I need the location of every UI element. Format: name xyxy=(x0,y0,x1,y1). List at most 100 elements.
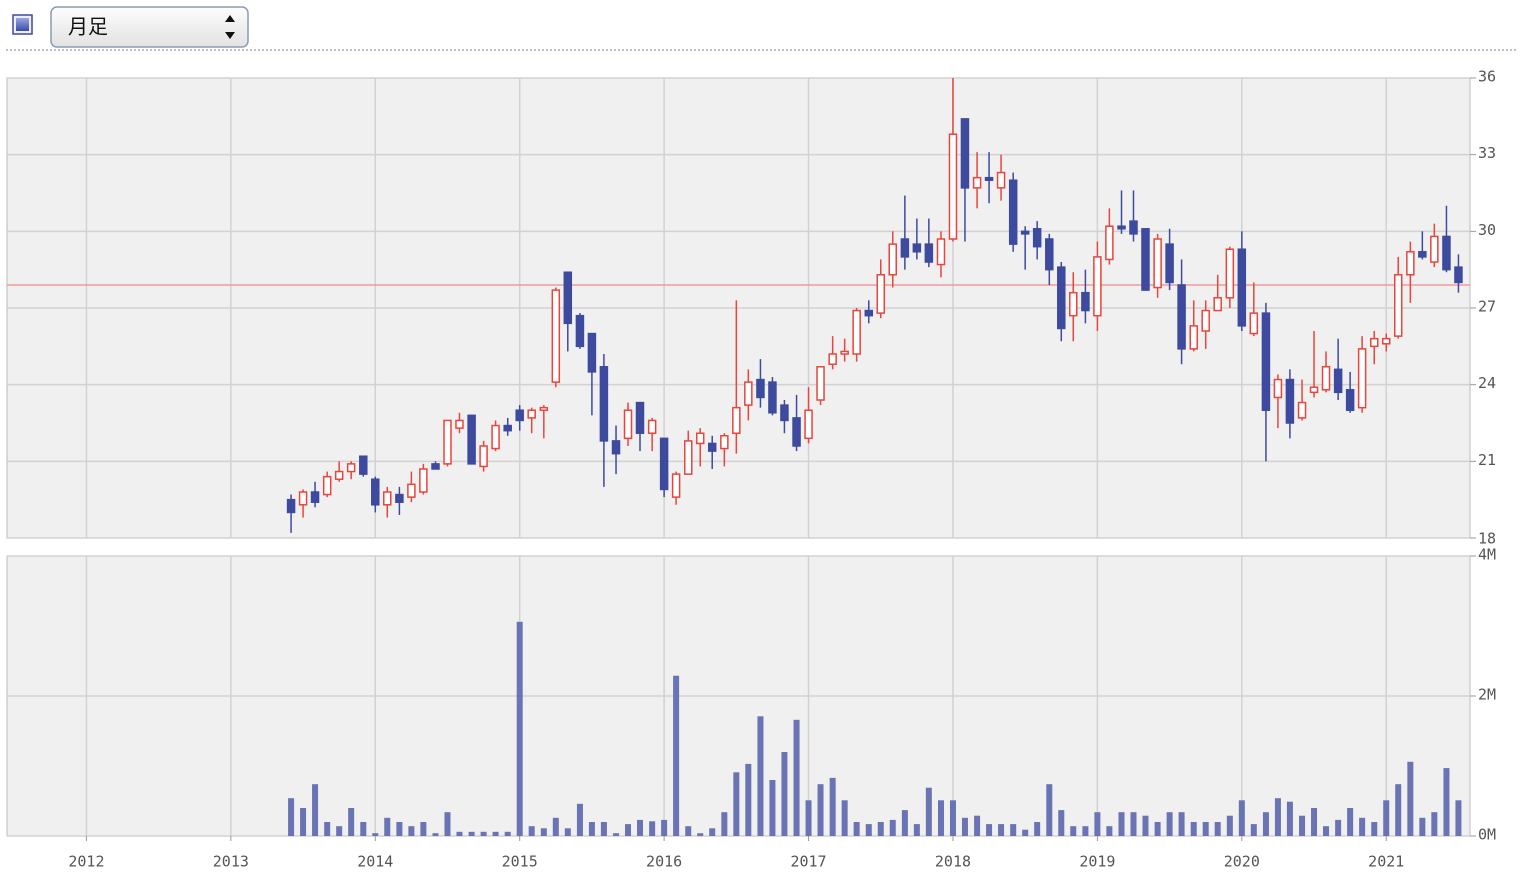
select-arrows xyxy=(225,15,235,39)
candle-body xyxy=(1165,243,1174,284)
volume-bar xyxy=(1046,784,1053,836)
y-tick-label: 36 xyxy=(1478,68,1496,86)
candle-body xyxy=(1273,378,1283,399)
candle-body xyxy=(467,414,476,465)
candle-body xyxy=(1261,312,1271,411)
candle-body xyxy=(756,378,765,399)
candle-body xyxy=(816,366,825,401)
candle-body xyxy=(780,404,789,422)
candle-body xyxy=(1093,256,1102,317)
volume-bar xyxy=(324,822,331,836)
volume-bar xyxy=(1419,817,1426,836)
period-select[interactable]: 月足 xyxy=(50,6,249,48)
volume-bar xyxy=(805,800,812,836)
candle-body xyxy=(960,118,970,189)
volume-bar xyxy=(998,824,1005,836)
candle-body xyxy=(1297,401,1307,419)
volume-bar xyxy=(1274,798,1281,836)
volume-bar xyxy=(516,621,523,836)
candle-body xyxy=(1045,238,1054,271)
x-tick-label: 2015 xyxy=(502,853,538,871)
volume-bar xyxy=(1082,826,1089,836)
candle-body xyxy=(1020,230,1030,235)
candle-body xyxy=(1357,348,1367,409)
volume-bar xyxy=(1455,800,1462,836)
volume-bar xyxy=(1347,808,1354,836)
volume-bar xyxy=(889,819,896,836)
candle-body xyxy=(948,133,958,240)
volume-bar xyxy=(492,831,499,836)
candle-body xyxy=(720,435,729,450)
candle-body xyxy=(1406,251,1415,276)
volume-bar xyxy=(925,787,932,836)
volume-bar xyxy=(588,822,595,836)
candle-body xyxy=(443,419,452,465)
volume-bar xyxy=(552,817,559,836)
candle-body xyxy=(647,419,657,434)
volume-bar xyxy=(733,772,740,836)
candle-body xyxy=(334,470,344,480)
volume-bar xyxy=(757,716,764,836)
volume-bar xyxy=(1070,826,1077,836)
volume-bar xyxy=(1178,812,1185,836)
candle-body xyxy=(936,238,946,266)
x-tick-label: 2016 xyxy=(646,853,682,871)
candle-body xyxy=(371,478,380,506)
candle-body xyxy=(1008,179,1018,245)
volume-bar xyxy=(769,780,776,836)
volume-bar xyxy=(468,831,475,836)
candle-body xyxy=(912,243,922,253)
volume-bar xyxy=(1299,815,1306,836)
candle-body xyxy=(1057,266,1066,330)
volume-bar xyxy=(576,803,583,836)
volume-bar xyxy=(1202,822,1209,836)
volume-bar xyxy=(793,719,800,836)
volume-bar xyxy=(1359,817,1366,836)
select-box[interactable] xyxy=(50,6,249,48)
y-tick-label: 2M xyxy=(1478,686,1496,704)
y-tick-label: 33 xyxy=(1478,144,1496,162)
volume-bar xyxy=(1238,800,1245,836)
candle-body xyxy=(695,432,705,445)
candle-body xyxy=(635,401,645,434)
x-tick-label: 2012 xyxy=(68,853,104,871)
candle-body xyxy=(623,409,633,440)
volume-bar xyxy=(1226,815,1233,836)
y-tick-label: 0M xyxy=(1478,826,1496,844)
volume-bar xyxy=(974,815,981,836)
candle-body xyxy=(322,475,332,496)
volume-bar xyxy=(1395,784,1402,836)
candle-body xyxy=(792,417,801,447)
candle-body xyxy=(1213,297,1222,312)
candle-body xyxy=(346,463,356,473)
volume-bar xyxy=(817,784,824,836)
volume-bar xyxy=(877,822,884,836)
y-tick-label: 27 xyxy=(1478,298,1496,316)
volume-bar xyxy=(1058,810,1065,836)
candle-body xyxy=(1442,235,1451,271)
volume-bar xyxy=(456,831,463,836)
volume-bar xyxy=(661,819,668,836)
volume-bar xyxy=(1371,822,1378,836)
volume-bar xyxy=(649,821,656,836)
volume-bar xyxy=(408,826,415,836)
candle-body xyxy=(407,483,416,498)
volume-bar xyxy=(637,819,644,836)
candle-body xyxy=(551,289,561,383)
candle-body xyxy=(707,442,717,452)
y-tick-label: 21 xyxy=(1478,451,1496,469)
candle-body xyxy=(359,455,368,475)
candle-body xyxy=(996,171,1006,189)
volume-bar xyxy=(1262,812,1269,836)
candle-body xyxy=(539,406,549,411)
x-tick-label: 2019 xyxy=(1079,853,1115,871)
volume-bar xyxy=(1166,812,1173,836)
candle-body xyxy=(732,406,741,434)
candle-body xyxy=(455,419,464,429)
volume-bar xyxy=(937,800,944,836)
candle-body xyxy=(503,424,512,432)
volume-bar xyxy=(853,822,860,836)
volume-bar xyxy=(1118,812,1125,836)
